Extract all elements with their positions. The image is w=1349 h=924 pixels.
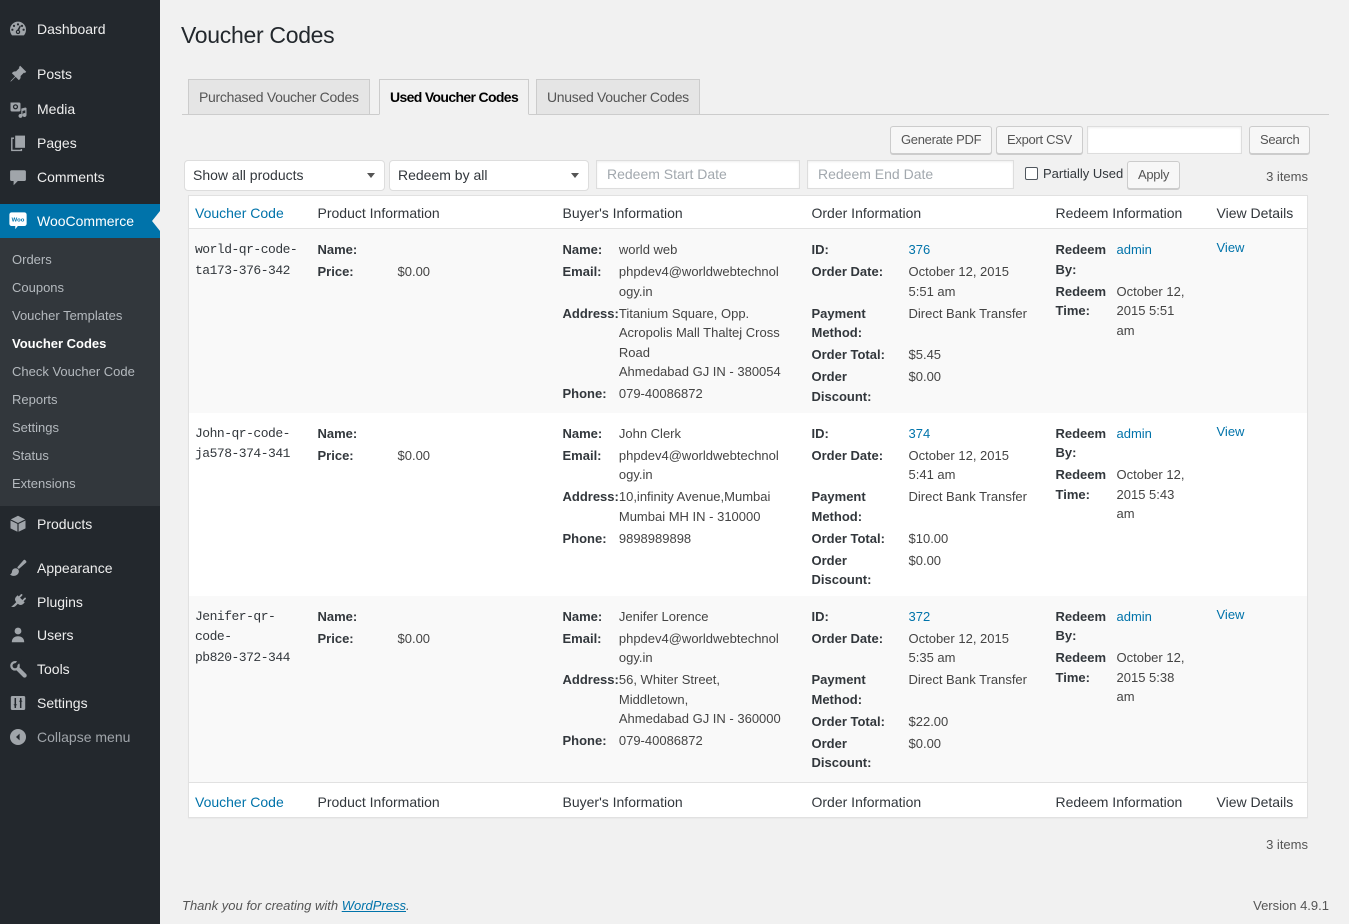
svg-text:Woo: Woo: [12, 217, 25, 223]
